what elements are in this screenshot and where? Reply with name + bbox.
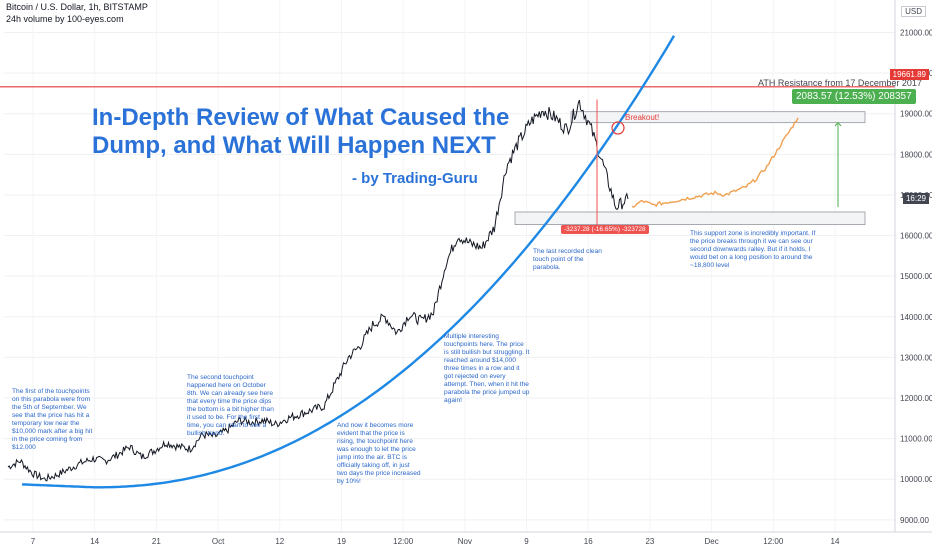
- x-tick-label: 12:00: [763, 537, 784, 546]
- note-october: The second touchpoint happened here on O…: [187, 374, 274, 437]
- y-tick-label: 14000.00: [900, 313, 932, 322]
- note-support-zone: This support zone is incredibly importan…: [690, 230, 816, 269]
- x-tick-label: 9: [524, 537, 529, 546]
- volume-indicator-line: 24h volume by 100-eyes.com: [6, 14, 124, 24]
- parabola-curve: [21, 35, 676, 489]
- note-november: Multiple interesting touchpoints here. T…: [444, 333, 530, 404]
- target-badge: 2083.57 (12.53%) 208357: [792, 89, 916, 104]
- title-line-1: In-Depth Review of What Caused the: [92, 104, 510, 131]
- x-tick-label: 7: [31, 537, 36, 546]
- support-zone: [514, 211, 866, 225]
- x-tick-label: 19: [337, 537, 346, 546]
- time-axis: 7 14 21 Oct 12 19 12:00 Nov 9 16 23 Dec 12:00 14: [31, 537, 840, 546]
- y-tick-label: 10000.00: [900, 475, 932, 484]
- y-tick-label: 19000.00: [900, 110, 932, 119]
- idea-title: In-Depth Review of What Caused the Dump,…: [92, 104, 509, 160]
- y-tick-label: 11000.00: [900, 435, 932, 444]
- chart-grid: [4, 0, 895, 532]
- x-tick-label: 16: [584, 537, 593, 546]
- y-tick-label: 21000.00: [900, 28, 932, 37]
- projection-line: [631, 117, 799, 209]
- ath-price-tag: 19661.89: [889, 69, 929, 80]
- resistance-zone: [570, 111, 866, 124]
- note-last-touch: The last recorded clean touch point of t…: [533, 248, 602, 271]
- x-tick-label: Oct: [212, 537, 225, 546]
- y-tick-label: 13000.00: [900, 353, 932, 362]
- x-tick-label: Nov: [458, 537, 472, 546]
- drop-badge: -3237.28 (-16.65%) -323728: [561, 225, 649, 234]
- y-tick-label: 15000.00: [900, 272, 932, 281]
- rise-arrow-head: [834, 121, 842, 127]
- y-tick-label: 18000.00: [900, 150, 932, 159]
- x-tick-label: 23: [645, 537, 654, 546]
- y-tick-label: 9000.00: [900, 516, 929, 525]
- breakout-circle: [611, 121, 625, 135]
- breakout-label: Breakout!: [625, 113, 660, 122]
- note-evident: And now it becomes more evident that the…: [337, 422, 421, 485]
- symbol-line: Bitcoin / U.S. Dollar, 1h, BITSTAMP: [6, 2, 148, 12]
- x-tick-label: 12:00: [393, 537, 414, 546]
- y-tick-label: 16000.00: [900, 232, 932, 241]
- x-tick-label: 21: [152, 537, 161, 546]
- x-tick-label: 14: [90, 537, 99, 546]
- note-september: The first of the touchpoints on this par…: [12, 388, 93, 451]
- y-tick-label: 12000.00: [900, 394, 932, 403]
- price-zones: [514, 111, 866, 225]
- title-line-2: Dump, and What Will Happen NEXT: [92, 132, 496, 159]
- x-tick-label: 12: [275, 537, 284, 546]
- price-series-line: [7, 99, 629, 482]
- x-tick-label: 14: [831, 537, 840, 546]
- current-time-tag: 16:29: [902, 193, 929, 204]
- ath-resistance-label: ATH Resistance from 17 December 2017: [758, 78, 922, 88]
- author-byline: - by Trading-Guru: [352, 170, 478, 187]
- x-tick-label: Dec: [704, 537, 718, 546]
- currency-label[interactable]: USD: [901, 6, 926, 17]
